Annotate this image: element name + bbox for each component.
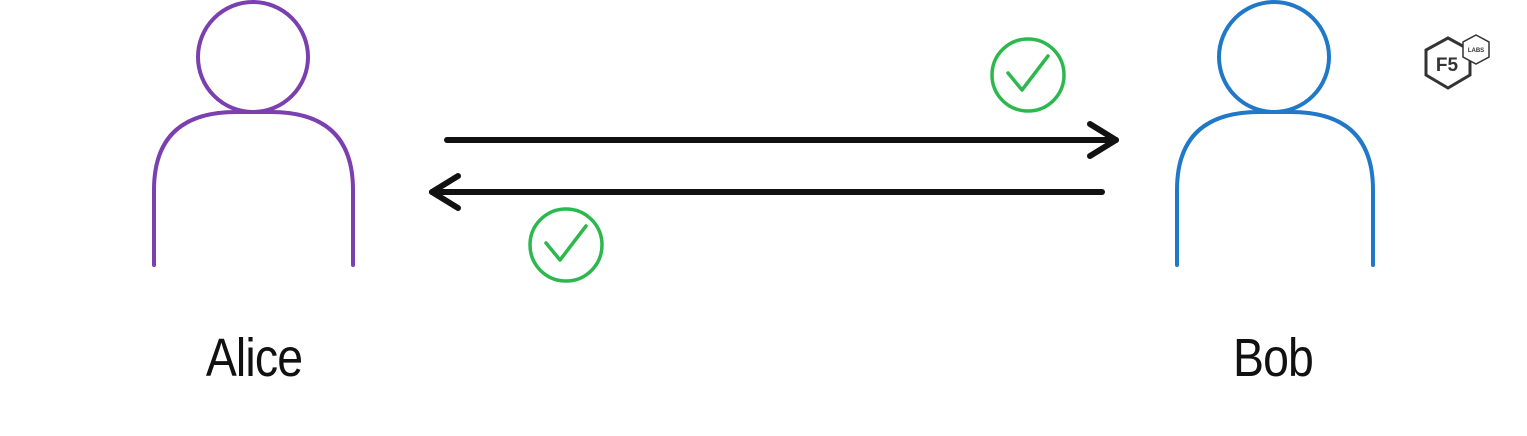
logo-hexagon-small <box>1462 34 1490 65</box>
logo-tag: LABS <box>1468 48 1484 54</box>
alice-label: Alice <box>205 328 303 388</box>
check-circle-icon <box>528 207 604 283</box>
bob-person-icon <box>1175 0 1375 267</box>
f5-labs-logo: F5 LABS <box>1424 34 1490 90</box>
alice-person-icon <box>152 0 355 267</box>
logo-mark: F5 <box>1436 55 1459 76</box>
arrow-bob-to-alice <box>429 173 1105 211</box>
bob-label: Bob <box>1232 328 1314 388</box>
check-circle-icon <box>990 37 1066 113</box>
arrow-alice-to-bob <box>444 121 1119 159</box>
